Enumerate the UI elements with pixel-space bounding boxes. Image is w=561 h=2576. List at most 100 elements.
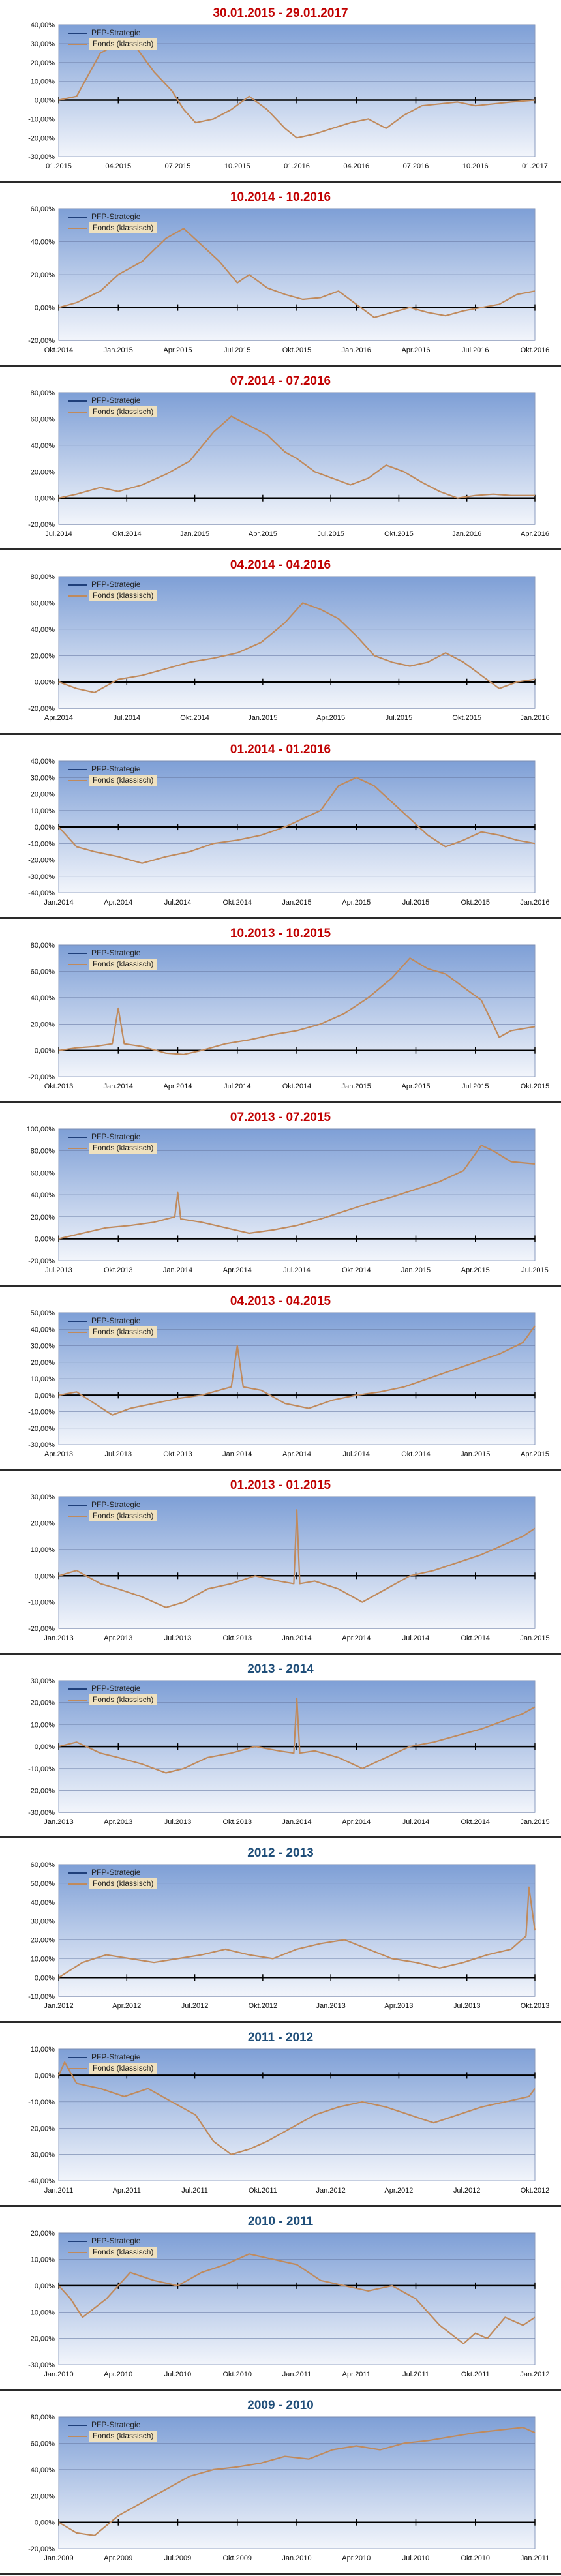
y-tick-label: -20,00%	[28, 134, 55, 142]
legend-label: Fonds (klassisch)	[89, 1142, 158, 1154]
chart-panel: 10.2013 - 10.2015 80,00% 60,00% 40,00% 20,00…	[0, 920, 561, 1104]
x-tick-label: Jul.2014	[114, 715, 141, 723]
y-tick-label: 20,00%	[31, 1359, 55, 1367]
x-tick-label: Jan.2015	[104, 346, 133, 354]
y-tick-label: 40,00%	[31, 626, 55, 634]
panel-separator	[0, 2388, 561, 2391]
y-tick-label: 10,00%	[31, 2256, 55, 2264]
legend-swatch	[68, 2240, 87, 2242]
chart-panel: 2013 - 2014 30,00% 20,00% 10,00% 0,00% -10,00…	[0, 1656, 561, 1840]
y-tick-label: 40,00%	[31, 2466, 55, 2474]
y-tick-label: 60,00%	[31, 416, 55, 424]
x-tick-label: Jan.2010	[44, 2371, 73, 2378]
legend-swatch	[68, 2435, 87, 2437]
x-tick-label: Jan.2014	[282, 1634, 311, 1642]
x-tick-label: Jul.2012	[453, 2187, 481, 2194]
x-tick-label: Jul.2010	[164, 2371, 192, 2378]
y-tick-label: 50,00%	[31, 1880, 55, 1888]
y-tick-label: -20,00%	[28, 1425, 55, 1433]
legend-label: Fonds (klassisch)	[89, 774, 158, 786]
y-tick-label: -20,00%	[28, 706, 55, 713]
y-tick-label: 30,00%	[31, 40, 55, 48]
x-tick-label: Jul.2014	[164, 899, 192, 906]
y-tick-label: 10,00%	[31, 807, 55, 815]
chart-svg: 60,00% 40,00% 20,00% 0,00% -20,00%Okt.2014 Ja…	[28, 205, 549, 354]
x-tick-label: Apr.2014	[164, 1083, 192, 1090]
legend-swatch	[68, 33, 87, 34]
y-tick-label: -10,00%	[28, 2098, 55, 2106]
y-tick-label: 10,00%	[31, 1375, 55, 1383]
y-tick-label: -10,00%	[28, 840, 55, 848]
x-tick-label: 01.2015	[46, 162, 72, 170]
y-tick-label: 80,00%	[31, 1148, 55, 1156]
chart-svg: 10,00% 0,00% -10,00% -20,00% -30,00% -40,00% J…	[28, 2046, 549, 2194]
legend-swatch	[68, 412, 87, 413]
chart-title: 2010 - 2011	[247, 2214, 314, 2228]
x-tick-label: Jan.2015	[248, 715, 277, 723]
panel-separator	[0, 916, 561, 919]
x-tick-label: Okt.2014	[461, 1634, 490, 1642]
y-tick-label: -10,00%	[28, 1765, 55, 1773]
chart-svg: 50,00% 40,00% 30,00% 20,00% 10,00% 0,00% -10,0…	[28, 1310, 549, 1458]
legend-swatch	[68, 595, 87, 597]
chart-svg: 80,00%60,00%40,00%20,00%0,00%-20,00%Jul.…	[28, 389, 549, 538]
chart-title: 04.2013 - 04.2015	[230, 1295, 331, 1308]
legend-swatch	[68, 1700, 87, 1701]
chart-title: 2009 - 2010	[247, 2398, 314, 2412]
legend-label: PFP-Strategie	[91, 1316, 141, 1325]
x-tick-label: Jan.2014	[163, 1266, 192, 1274]
x-tick-label: Okt.2014	[342, 1266, 371, 1274]
y-tick-label: 30,00%	[31, 1677, 55, 1685]
x-tick-label: 04.2015	[105, 162, 131, 170]
x-tick-label: Okt.2014	[282, 1083, 312, 1090]
x-tick-label: Okt.2015	[384, 530, 414, 538]
legend-label: PFP-Strategie	[91, 948, 141, 957]
x-tick-label: Jul.2015	[521, 1266, 549, 1274]
y-tick-label: 60,00%	[31, 968, 55, 976]
x-tick-label: Jan.2012	[44, 2003, 73, 2011]
chart-title: 2012 - 2013	[247, 1846, 314, 1861]
y-tick-label: -40,00%	[28, 890, 55, 897]
x-tick-label: Okt.2014	[461, 1818, 490, 1826]
x-tick-label: Jan.2015	[520, 1818, 549, 1826]
y-tick-label: -20,00%	[28, 1073, 55, 1081]
x-tick-label: Okt.2013	[104, 1266, 133, 1274]
legend-label: Fonds (klassisch)	[89, 1694, 158, 1706]
legend-swatch	[68, 2251, 87, 2253]
x-tick-label: Okt.2009	[222, 2554, 252, 2562]
series-line-fonds	[58, 42, 536, 139]
y-tick-label: 60,00%	[31, 600, 55, 608]
panel-separator	[0, 181, 561, 183]
x-tick-label: Okt.2014	[44, 346, 74, 354]
x-tick-label: Okt.2011	[461, 2371, 490, 2378]
legend-swatch	[68, 1516, 87, 1518]
chart-panel: 2011 - 2012 10,00% 0,00% -10,00% -20,00% -30,…	[0, 2024, 561, 2208]
x-tick-label: Jul.2013	[104, 1450, 132, 1458]
y-tick-label: 0,00%	[35, 2283, 55, 2290]
legend-swatch	[68, 228, 87, 230]
x-tick-label: Jul.2015	[224, 346, 251, 354]
x-tick-label: Apr.2013	[44, 1450, 73, 1458]
panel-separator	[0, 1284, 561, 1287]
x-tick-label: Jan.2013	[44, 1818, 73, 1826]
x-tick-label: Jul.2013	[453, 2003, 481, 2011]
y-tick-label: -20,00%	[28, 1788, 55, 1795]
x-tick-label: Jan.2015	[520, 1634, 549, 1642]
legend-swatch	[68, 768, 87, 770]
y-tick-label: -10,00%	[28, 115, 55, 123]
y-tick-label: 0,00%	[35, 679, 55, 687]
y-tick-label: 0,00%	[35, 1572, 55, 1580]
y-tick-label: 30,00%	[31, 1343, 55, 1351]
x-tick-label: Apr.2016	[402, 346, 431, 354]
panel-separator	[0, 732, 561, 735]
y-tick-label: 0,00%	[35, 2519, 55, 2527]
series-line-fonds	[58, 228, 536, 319]
legend-label: PFP-Strategie	[91, 2052, 141, 2061]
y-tick-label: 0,00%	[35, 2072, 55, 2080]
series-line-fonds	[58, 957, 536, 1055]
chart-panel: 07.2014 - 07.2016 80,00% 60,00% 40,00% 20,00…	[0, 368, 561, 552]
x-tick-label: Apr.2013	[384, 2003, 413, 2011]
chart-panel: 01.2013 - 01.2015 30,00% 20,00% 10,00% 0,00%…	[0, 1472, 561, 1656]
y-tick-label: 0,00%	[35, 305, 55, 312]
panel-separator	[0, 365, 561, 367]
